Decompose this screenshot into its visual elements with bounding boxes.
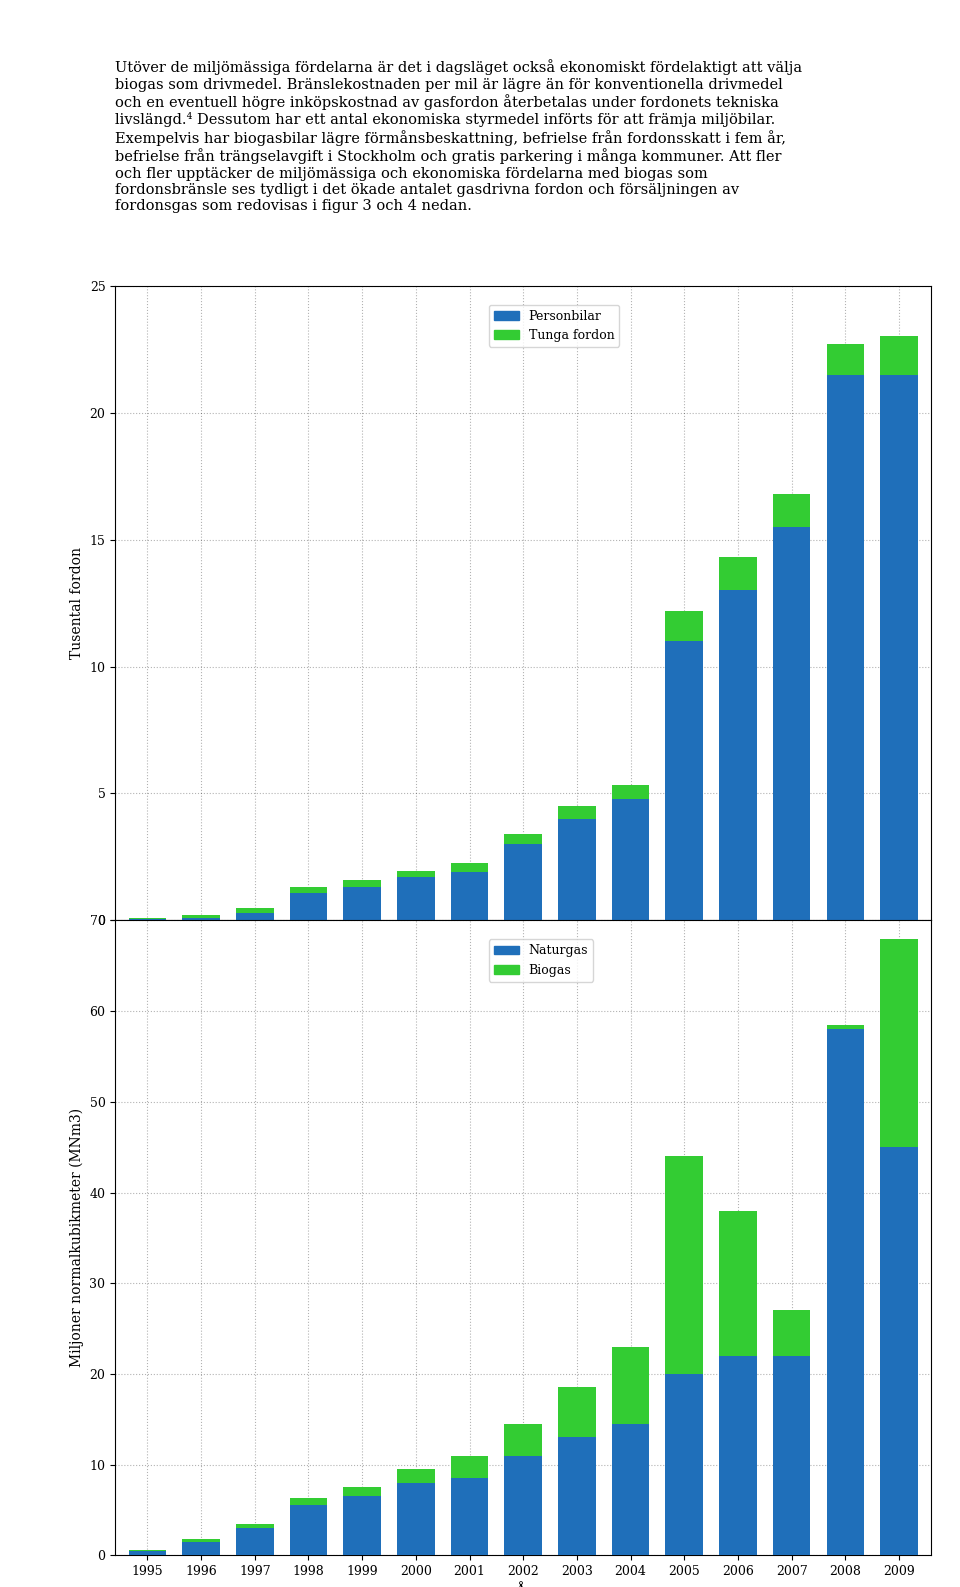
- Bar: [236, 1528, 274, 1555]
- Bar: [182, 916, 220, 917]
- Bar: [719, 1355, 756, 1555]
- Bar: [451, 1477, 489, 1555]
- Bar: [344, 1497, 381, 1555]
- Bar: [236, 913, 274, 920]
- Bar: [665, 641, 703, 920]
- Bar: [451, 873, 489, 920]
- Bar: [129, 1550, 166, 1555]
- Bar: [665, 1374, 703, 1555]
- Bar: [773, 494, 810, 527]
- Bar: [344, 887, 381, 920]
- Bar: [558, 1387, 595, 1438]
- Bar: [290, 1506, 327, 1555]
- Bar: [719, 557, 756, 590]
- Bar: [827, 375, 864, 920]
- Legend: Personbilar, Tunga fordon: Personbilar, Tunga fordon: [489, 305, 619, 348]
- Bar: [719, 1211, 756, 1355]
- Bar: [880, 336, 918, 375]
- Bar: [236, 1524, 274, 1528]
- Bar: [397, 1482, 435, 1555]
- Bar: [827, 1025, 864, 1030]
- Bar: [397, 878, 435, 920]
- Bar: [290, 1498, 327, 1506]
- Bar: [182, 917, 220, 920]
- Bar: [504, 1455, 542, 1555]
- Bar: [719, 590, 756, 920]
- Bar: [773, 1355, 810, 1555]
- Bar: [397, 871, 435, 878]
- Bar: [558, 1438, 595, 1555]
- Bar: [451, 1455, 489, 1477]
- Bar: [290, 892, 327, 920]
- Bar: [612, 1424, 649, 1555]
- Bar: [665, 611, 703, 641]
- Bar: [612, 784, 649, 798]
- Text: Utöver de miljömässiga fördelarna är det i dagsläget också ekonomiskt fördelakti: Utöver de miljömässiga fördelarna är det…: [115, 59, 803, 213]
- Bar: [504, 835, 542, 844]
- Bar: [182, 1539, 220, 1541]
- Bar: [773, 527, 810, 920]
- Bar: [290, 887, 327, 892]
- Bar: [397, 1470, 435, 1482]
- Bar: [504, 1424, 542, 1455]
- Text: Figur 3: Utveckling av antal gasfordon i Sverige.⁵: Figur 3: Utveckling av antal gasfordon i…: [348, 997, 698, 1011]
- Bar: [344, 1487, 381, 1497]
- Bar: [612, 1347, 649, 1424]
- Y-axis label: Miljoner normalkubikmeter (MNm3): Miljoner normalkubikmeter (MNm3): [69, 1108, 84, 1368]
- Bar: [665, 1157, 703, 1374]
- Bar: [558, 819, 595, 920]
- Bar: [182, 1541, 220, 1555]
- Bar: [344, 879, 381, 887]
- Bar: [880, 1147, 918, 1555]
- Bar: [558, 806, 595, 819]
- Bar: [236, 908, 274, 913]
- Bar: [451, 863, 489, 873]
- Y-axis label: Tusental fordon: Tusental fordon: [70, 548, 84, 659]
- Bar: [504, 844, 542, 920]
- Bar: [880, 938, 918, 1147]
- Bar: [773, 1311, 810, 1355]
- X-axis label: År: År: [515, 1584, 532, 1587]
- Bar: [827, 344, 864, 375]
- Bar: [612, 798, 649, 920]
- Bar: [827, 1030, 864, 1555]
- X-axis label: År: År: [515, 949, 532, 963]
- Legend: Naturgas, Biogas: Naturgas, Biogas: [489, 940, 593, 982]
- Bar: [880, 375, 918, 920]
